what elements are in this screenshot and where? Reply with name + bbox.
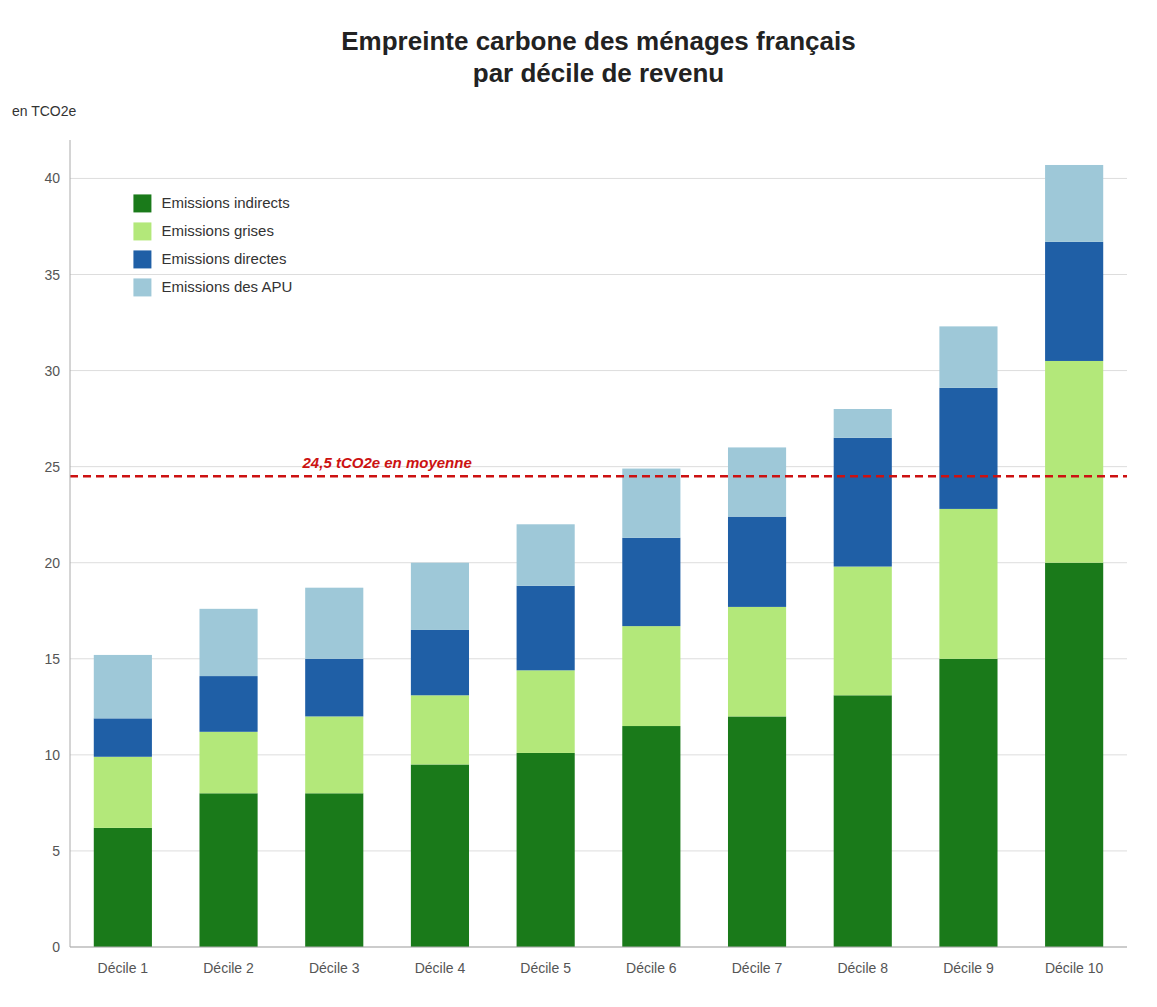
bar-segment (411, 563, 469, 630)
bar-segment (517, 586, 575, 671)
grid-line (70, 947, 1127, 948)
bar-segment (517, 753, 575, 947)
y-tick-label: 15 (44, 651, 60, 667)
legend-label: Emissions des APU (161, 278, 292, 295)
bar-segment (1045, 563, 1103, 947)
average-line (70, 475, 1127, 478)
average-label: 24,5 tCO2e en moyenne (302, 454, 472, 471)
x-tick-label: Décile 4 (415, 960, 466, 976)
bars (94, 165, 1103, 947)
y-axis-line (70, 140, 71, 947)
legend-label: Emissions indirects (161, 194, 289, 211)
x-tick-label: Décile 5 (520, 960, 571, 976)
bar-segment (728, 607, 786, 717)
bar-segment (94, 718, 152, 756)
y-axis-label: en TCO2e (12, 103, 77, 119)
bar-segment (305, 793, 363, 947)
bar-segment (305, 659, 363, 717)
x-tick-label: Décile 1 (98, 960, 149, 976)
bar-segment (94, 828, 152, 947)
bar-segment (939, 659, 997, 947)
legend-swatch (133, 222, 151, 240)
bar-segment (1045, 242, 1103, 361)
grid-line (70, 274, 1127, 275)
bar-segment (199, 793, 257, 947)
x-tick-label: Décile 10 (1045, 960, 1104, 976)
bar-segment (728, 517, 786, 607)
x-tick-label: Décile 3 (309, 960, 360, 976)
bar-segment (517, 524, 575, 585)
bar-segment (622, 626, 680, 726)
bar-segment (305, 588, 363, 659)
title: Empreinte carbone des ménages françaispa… (341, 26, 855, 88)
chart: Empreinte carbone des ménages françaispa… (0, 0, 1157, 1007)
y-tick-label: 5 (52, 843, 60, 859)
x-axis-line (70, 947, 1127, 948)
bar-segment (199, 676, 257, 732)
legend-label: Emissions grises (161, 222, 274, 239)
y-tick-label: 20 (44, 555, 60, 571)
legend-label: Emissions directes (161, 250, 286, 267)
y-tick-label: 35 (44, 267, 60, 283)
x-tick-label: Décile 7 (732, 960, 783, 976)
y-tick-label: 10 (44, 747, 60, 763)
bar-segment (199, 732, 257, 793)
bar-segment (94, 757, 152, 828)
bar-segment (834, 409, 892, 438)
y-tick-label: 40 (44, 170, 60, 186)
x-tick-label: Décile 6 (626, 960, 677, 976)
bar-segment (1045, 165, 1103, 242)
bar-segment (1045, 361, 1103, 563)
legend-swatch (133, 278, 151, 296)
legend-swatch (133, 250, 151, 268)
bar-segment (834, 567, 892, 696)
bar-segment (728, 447, 786, 516)
bar-segment (939, 509, 997, 659)
bar-segment (305, 716, 363, 793)
bar-segment (728, 716, 786, 947)
bar-segment (939, 326, 997, 387)
bar-segment (622, 538, 680, 626)
x-tick-label: Décile 2 (203, 960, 254, 976)
x-tick-label: Décile 9 (943, 960, 994, 976)
bar-segment (517, 670, 575, 753)
grid-line (70, 178, 1127, 179)
legend-swatch (133, 194, 151, 212)
bar-segment (199, 609, 257, 676)
bar-segment (834, 695, 892, 947)
bar-segment (94, 655, 152, 718)
bar-segment (622, 469, 680, 538)
bar-segment (834, 438, 892, 567)
y-tick-label: 30 (44, 363, 60, 379)
bar-segment (411, 695, 469, 764)
bar-segment (939, 388, 997, 509)
x-tick-label: Décile 8 (837, 960, 888, 976)
bar-segment (411, 630, 469, 695)
bar-segment (411, 764, 469, 947)
y-tick-label: 25 (44, 459, 60, 475)
legend: Emissions indirects Emissions grises Emiss… (133, 194, 292, 296)
bar-segment (622, 726, 680, 947)
grid (70, 178, 1127, 947)
y-tick-label: 0 (52, 939, 60, 955)
